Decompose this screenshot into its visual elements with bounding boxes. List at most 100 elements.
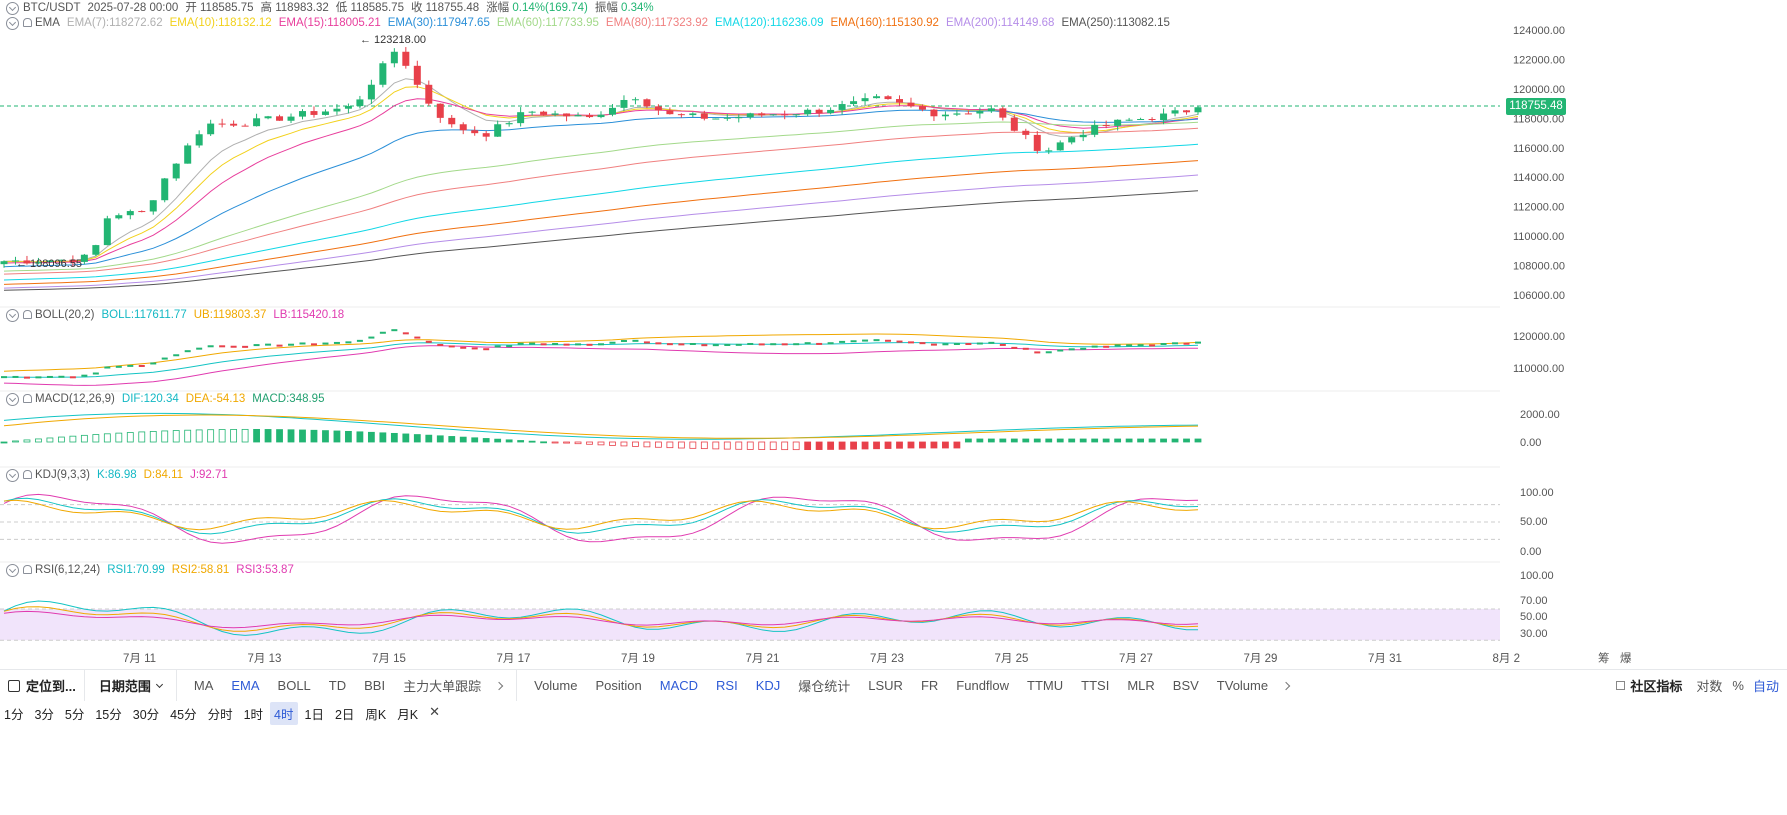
candle [930,109,938,117]
chevron-down-icon[interactable] [6,16,19,30]
sub-indicator-position[interactable]: Position [595,678,642,693]
close-icon[interactable]: ✕ [429,704,440,719]
boll-candle [230,345,237,348]
ema-title: EMA [35,17,60,29]
macd-bar [930,441,938,449]
candle [1056,142,1064,151]
price-axis-label: 108000.00 [1513,261,1565,273]
sub-indicator-mlr[interactable]: MLR [1127,678,1155,693]
timeframe-option[interactable]: 30分 [132,708,160,722]
timeframe-option[interactable]: 2日 [334,708,355,722]
sub-indicator-volume[interactable]: Volume [534,678,578,693]
rsi-1-line [3,600,1199,636]
chevron-down-icon[interactable] [6,392,19,406]
main-indicator-td[interactable]: TD [328,678,347,693]
macd-bar [746,441,754,450]
candle [700,113,708,119]
timeframe-option[interactable]: 15分 [95,708,122,722]
timeframe-option[interactable]: 1分 [4,708,24,722]
macd-title: MACD(12,26,9) [35,393,115,405]
candle [1183,110,1191,113]
candle [115,215,123,219]
main-indicator-ma[interactable]: MA [193,678,214,693]
timeframe-option[interactable]: 1时 [243,708,264,722]
timeframe-option[interactable]: 4时 [270,702,298,725]
timeframe-option[interactable]: 3分 [34,708,54,722]
candle [413,65,421,85]
boll-candle [1114,344,1121,347]
ema-legend: EMA EMA(7):118272.62 EMA(10):118132.12 EMA… [6,15,1177,31]
date-axis-label: 7月 15 [372,653,406,665]
macd-bar [850,441,857,450]
boll-candle [127,364,134,367]
candle [551,113,559,115]
bell-icon[interactable] [23,393,32,403]
boll-candle [919,342,926,345]
community-indicators-button[interactable]: 社区指标 [1630,679,1683,694]
timeframe-option[interactable]: 月K [397,708,419,722]
sub-indicator-fr[interactable]: FR [920,678,939,693]
boll-candle [1160,343,1167,346]
macd-bar [35,438,42,443]
main-indicator-boll[interactable]: BOLL [277,678,311,693]
boll-candle [609,341,616,344]
boll-candle [735,343,742,346]
candle [103,218,111,246]
chevron-right-icon[interactable] [494,681,504,690]
chevron-down-icon[interactable] [6,468,19,482]
percent-scale-button[interactable]: % [1732,678,1744,693]
sub-indicator-ttsi[interactable]: TTSI [1081,678,1110,693]
chevron-down-icon[interactable] [6,1,19,15]
locate-button[interactable]: 定位到... [26,679,76,694]
boll-candle [1080,347,1087,350]
boll-candle [494,345,501,348]
candle [23,260,31,264]
boll-candle [46,375,53,378]
chevron-right-icon[interactable] [1281,681,1291,690]
sub-indicator-tvolume[interactable]: TVolume [1216,678,1269,693]
sub-indicator-lsur[interactable]: LSUR [868,678,903,693]
timeframe-option[interactable]: 5分 [64,708,85,722]
chevron-down-icon[interactable] [6,563,19,577]
sub-indicator-ttmu[interactable]: TTMU [1027,678,1064,693]
candle [517,112,525,124]
boll-candle [1183,342,1190,345]
macd-bar [23,439,31,443]
date-range-button[interactable]: 日期范围 [98,679,151,694]
timeframe-option[interactable]: 分时 [207,708,233,722]
chevron-down-icon[interactable] [155,680,163,688]
main-indicator-主力大单跟踪[interactable]: 主力大单跟踪 [403,679,482,694]
boll-candle [804,342,811,345]
sub-indicator-rsi[interactable]: RSI [716,678,738,693]
bell-icon[interactable] [23,17,32,27]
log-scale-button[interactable]: 对数 [1696,679,1723,694]
bell-icon[interactable] [23,469,32,479]
main-indicator-bbi[interactable]: BBI [364,678,386,693]
candle [321,111,329,115]
main-indicator-ema[interactable]: EMA [231,678,260,693]
chart-canvas[interactable]: ← 123218.00 ← 108096.55 124000.00 122000.00… [0,0,1787,669]
candle [69,259,77,262]
axis-extra-label: 筹 [1598,651,1610,665]
sub-indicator-fundflow[interactable]: Fundflow [956,678,1010,693]
datetime-label: 2025-07-28 00:00 [87,2,179,14]
bell-icon[interactable] [23,564,32,574]
boll-candle [793,343,800,346]
sub-indicator-macd[interactable]: MACD [659,678,699,693]
candle [884,96,892,100]
macd-bar [436,435,444,443]
sub-indicator-爆仓统计[interactable]: 爆仓统计 [798,679,851,694]
timeframe-option[interactable]: 45分 [170,708,197,722]
chevron-down-icon[interactable] [6,308,19,322]
boll-candle [1195,341,1201,344]
timeframe-option[interactable]: 周K [365,708,387,722]
macd-bar [1068,438,1076,443]
candle [758,113,766,116]
sub-indicator-kdj[interactable]: KDJ [755,678,781,693]
boll-candle [1022,347,1029,350]
auto-scale-button[interactable]: 自动 [1752,679,1779,694]
timeframe-option[interactable]: 1日 [304,708,324,722]
bell-icon[interactable] [23,309,32,319]
candle [207,123,215,135]
sub-indicator-bsv[interactable]: BSV [1172,678,1199,693]
